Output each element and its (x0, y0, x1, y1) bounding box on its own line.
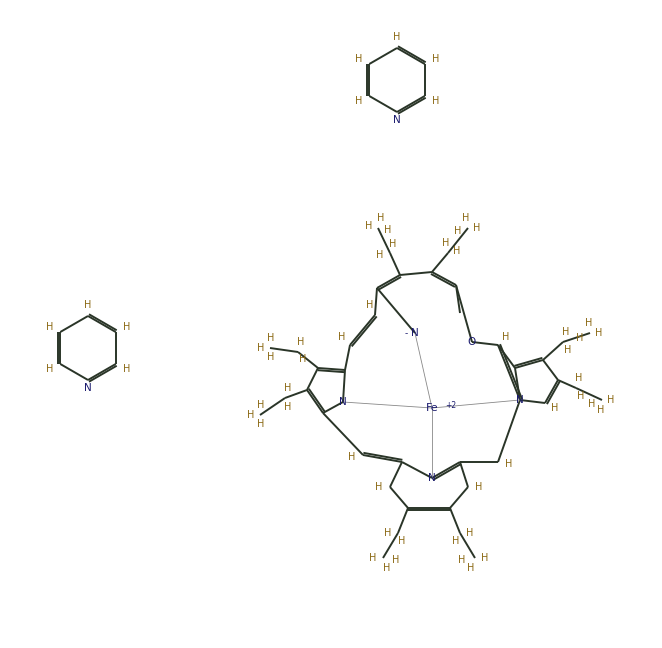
Text: H: H (284, 383, 292, 393)
Text: H: H (399, 536, 406, 546)
Text: H: H (564, 345, 572, 355)
Text: H: H (389, 239, 397, 249)
Text: H: H (284, 402, 292, 412)
Text: H: H (248, 410, 255, 420)
Text: H: H (577, 391, 585, 401)
Text: H: H (575, 373, 583, 383)
Text: H: H (473, 223, 481, 233)
Text: H: H (46, 364, 53, 374)
Text: N: N (428, 473, 436, 483)
Text: H: H (366, 300, 373, 310)
Text: H: H (123, 322, 130, 332)
Text: H: H (607, 395, 615, 405)
Text: H: H (454, 226, 461, 236)
Text: N: N (393, 115, 401, 125)
Text: N: N (339, 397, 347, 407)
Text: H: H (452, 536, 459, 546)
Text: H: H (377, 213, 385, 223)
Text: H: H (551, 403, 559, 413)
Text: H: H (355, 96, 362, 106)
Text: H: H (458, 555, 465, 565)
Text: Fe: Fe (426, 403, 438, 413)
Text: H: H (383, 563, 391, 573)
Text: H: H (385, 528, 392, 538)
Text: H: H (348, 452, 355, 462)
Text: H: H (505, 459, 512, 469)
Text: H: H (267, 352, 275, 362)
Text: H: H (462, 213, 469, 223)
Text: N: N (84, 383, 92, 393)
Text: H: H (258, 419, 265, 429)
Text: H: H (595, 328, 602, 338)
Text: H: H (466, 528, 474, 538)
Text: H: H (297, 337, 305, 347)
Text: +2: +2 (446, 402, 457, 410)
Text: N: N (516, 395, 524, 405)
Text: H: H (267, 333, 275, 343)
Text: H: H (338, 332, 346, 342)
Text: H: H (481, 553, 489, 563)
Text: H: H (393, 555, 400, 565)
Text: H: H (46, 322, 53, 332)
Text: H: H (597, 405, 604, 415)
Text: H: H (585, 318, 592, 328)
Text: H: H (84, 300, 92, 310)
Text: H: H (502, 332, 510, 342)
Text: H: H (475, 482, 483, 492)
Text: -: - (404, 329, 408, 338)
Text: N: N (411, 328, 419, 338)
Text: H: H (442, 238, 449, 248)
Text: H: H (393, 32, 401, 42)
Text: H: H (376, 250, 384, 260)
Text: H: H (299, 354, 307, 364)
Text: H: H (589, 399, 596, 409)
Text: H: H (258, 400, 265, 410)
Text: H: H (365, 221, 373, 231)
Text: H: H (385, 225, 392, 235)
Text: H: H (369, 553, 377, 563)
Text: H: H (355, 54, 362, 64)
Text: H: H (258, 343, 265, 353)
Text: O: O (468, 337, 476, 347)
Text: H: H (432, 96, 440, 106)
Text: H: H (577, 333, 584, 343)
Text: H: H (123, 364, 130, 374)
Text: H: H (467, 563, 475, 573)
Text: H: H (375, 482, 383, 492)
Text: H: H (562, 327, 570, 337)
Text: H: H (453, 246, 461, 256)
Text: H: H (432, 54, 440, 64)
